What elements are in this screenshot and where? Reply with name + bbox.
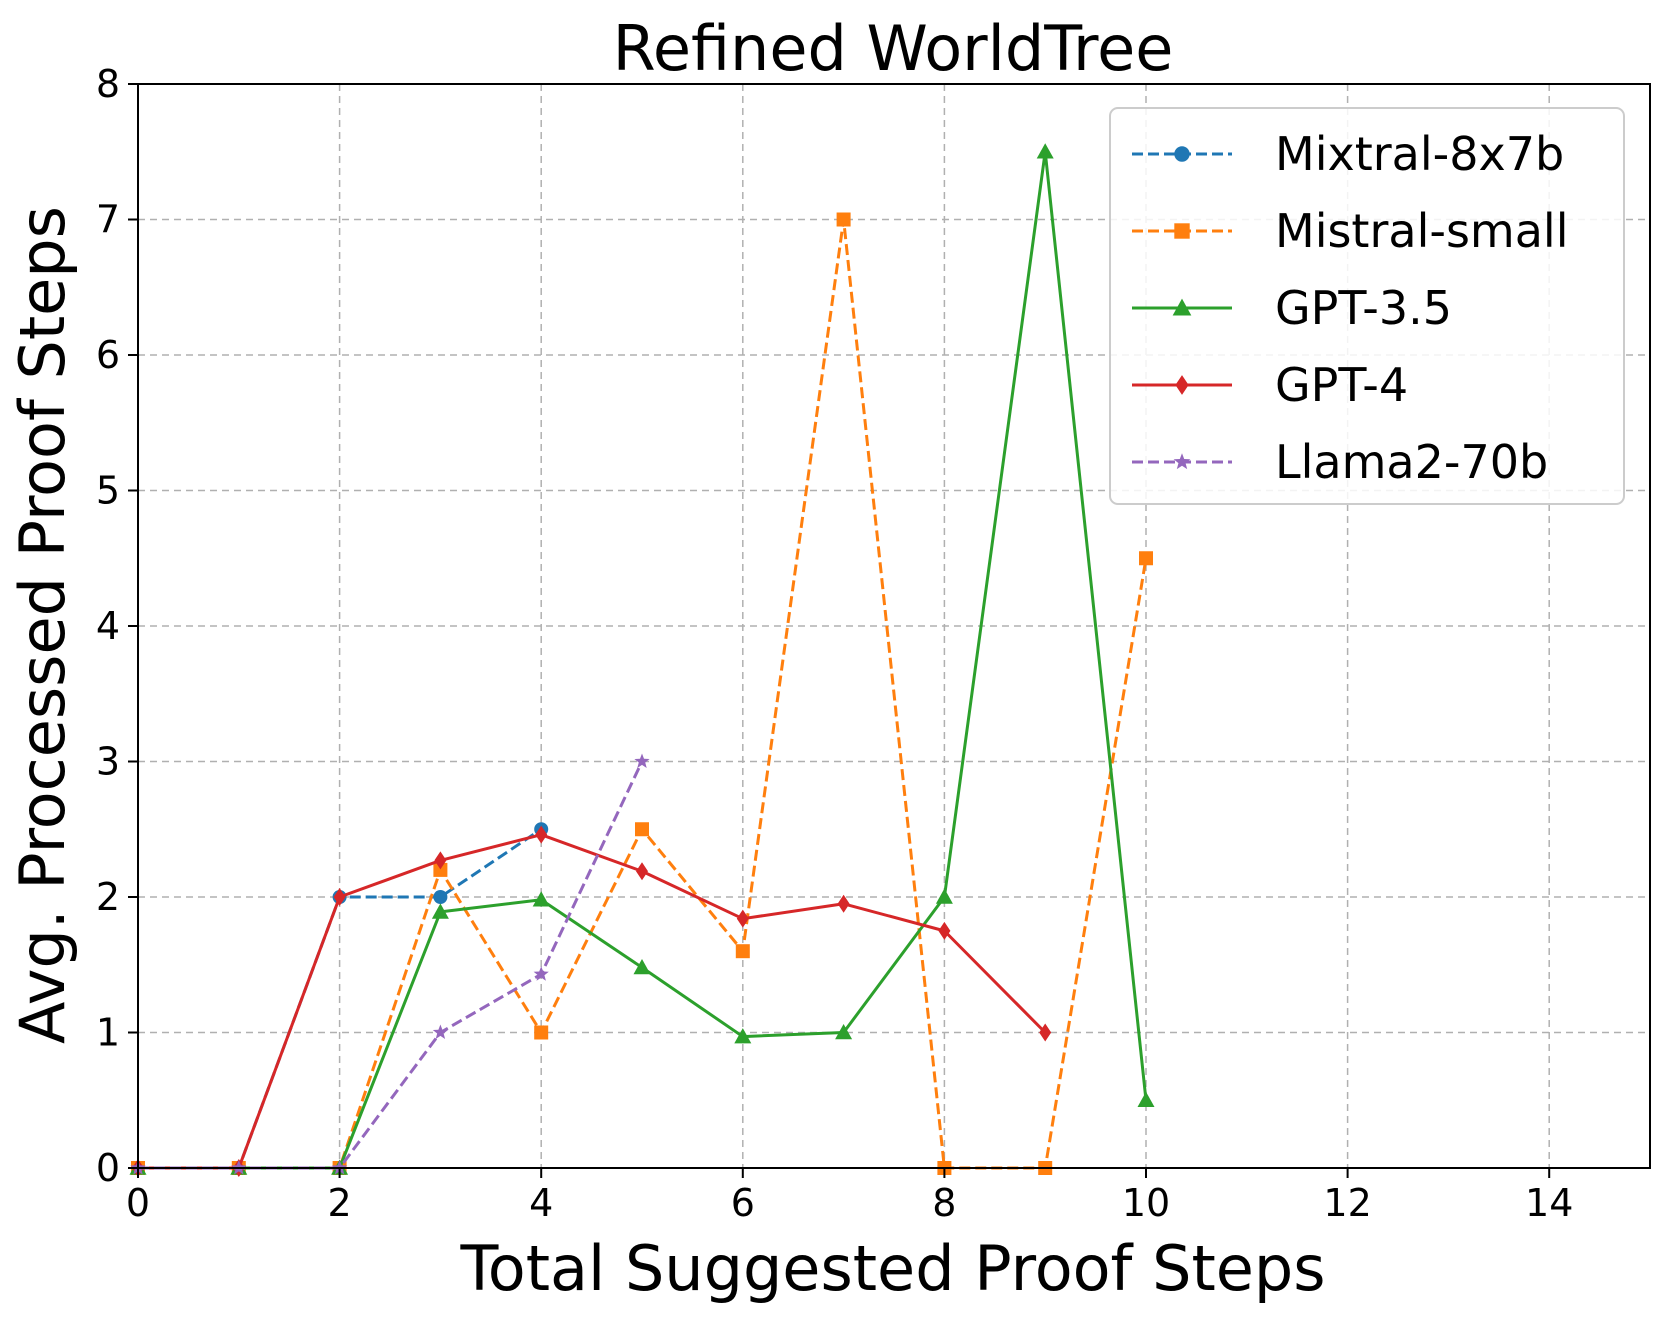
data-point [434, 851, 447, 870]
series-gpt-4 [132, 825, 1052, 1177]
data-point [837, 894, 850, 913]
legend-entry: GPT-4 [1132, 358, 1408, 412]
y-tick-label: 3 [96, 740, 120, 784]
series-line [138, 218, 1148, 1170]
legend-label: Mixtral-8x7b [1275, 127, 1564, 181]
chart-title: Refined WorldTree [613, 12, 1174, 85]
legend-marker [1173, 453, 1191, 470]
data-point [938, 921, 951, 940]
y-axis-label: Avg. Processed Proof Steps [6, 206, 79, 1044]
data-point [431, 903, 449, 919]
data-point [836, 212, 851, 227]
series-llama2-70b [130, 753, 650, 1175]
series-gpt-3-5 [129, 143, 1155, 1175]
data-point [1039, 1023, 1052, 1042]
legend-label: Mistral-small [1275, 204, 1568, 258]
data-point [835, 1024, 853, 1040]
legend-box [1109, 107, 1625, 505]
x-tick-label: 6 [731, 1181, 755, 1225]
data-point [1139, 551, 1153, 566]
series-mistral-small [131, 212, 1153, 1175]
data-point [635, 822, 649, 837]
series-line [138, 833, 1047, 1170]
data-point [534, 1025, 549, 1040]
x-tick-label: 4 [529, 1181, 553, 1225]
legend-entry: Mistral-small [1132, 204, 1568, 258]
legend-marker [1174, 146, 1190, 162]
legend-marker [1172, 298, 1192, 316]
data-point [633, 958, 651, 975]
data-point [333, 888, 346, 906]
data-point [735, 944, 750, 959]
y-tick-label: 2 [96, 875, 120, 919]
data-point [533, 966, 549, 981]
x-tick-label: 14 [1525, 1181, 1573, 1225]
x-tick-label: 8 [932, 1181, 956, 1225]
y-tick-label: 1 [96, 1011, 120, 1055]
y-tick-label: 8 [96, 62, 120, 106]
series-line [138, 150, 1148, 1170]
x-tick-label: 10 [1122, 1181, 1170, 1225]
legend-entry: Mixtral-8x7b [1132, 127, 1564, 181]
y-tick-label: 4 [96, 604, 120, 648]
legend-label: GPT-4 [1275, 358, 1408, 412]
y-tick-label: 7 [96, 198, 120, 242]
data-point [1036, 143, 1054, 159]
data-point [734, 1028, 752, 1044]
data-point [433, 890, 448, 904]
x-axis-label: Total Suggested Proof Steps [459, 1232, 1325, 1305]
data-point [532, 891, 550, 907]
data-point [634, 753, 650, 768]
legend-marker [1175, 375, 1189, 395]
x-tick-label: 12 [1323, 1181, 1371, 1225]
y-tick-label: 6 [96, 333, 120, 377]
data-point [535, 825, 548, 844]
legend-entry: GPT-3.5 [1132, 281, 1452, 335]
y-tick-label: 0 [96, 1146, 120, 1190]
legend-label: Llama2-70b [1275, 435, 1548, 489]
data-point [1137, 1091, 1155, 1108]
legend-label: GPT-3.5 [1275, 281, 1452, 335]
series-line [138, 760, 644, 1170]
data-point [432, 1024, 449, 1039]
legend-entry: Llama2-70b [1132, 435, 1548, 489]
x-tick-label: 0 [126, 1181, 150, 1225]
data-point [736, 909, 749, 928]
y-tick-label: 5 [96, 469, 120, 513]
data-point [935, 888, 953, 904]
series-layer [129, 143, 1155, 1177]
legend: Mixtral-8x7b Mistral-small GPT-3.5 GPT-4 Lla… [1109, 107, 1625, 505]
legend-marker [1174, 223, 1190, 239]
data-point [433, 862, 448, 877]
x-tick-label: 2 [328, 1181, 352, 1225]
data-point [636, 862, 648, 881]
